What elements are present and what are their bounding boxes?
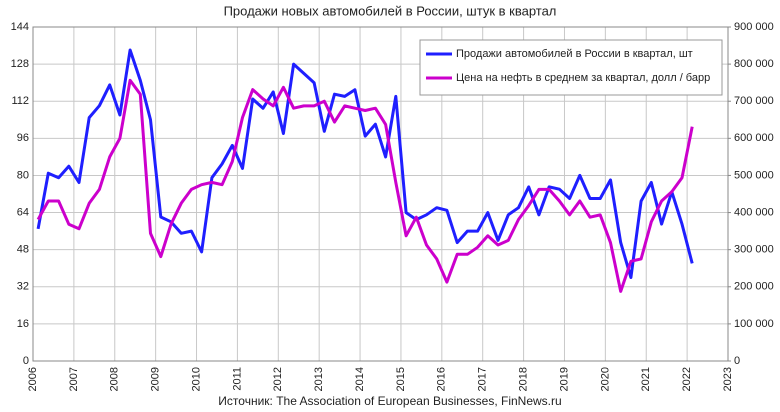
legend-label: Продажи автомобилей в России в квартал, … <box>456 48 693 60</box>
x-tick-label: 2006 <box>27 367 39 391</box>
chart-title: Продажи новых автомобилей в России, штук… <box>224 3 557 18</box>
y-tick-label: 80 <box>17 169 29 181</box>
x-tick-label: 2018 <box>517 367 529 391</box>
legend-box <box>419 39 723 96</box>
source: Источник: The Association of European Bu… <box>218 394 561 408</box>
y-tick-label: 112 <box>11 95 29 107</box>
x-tick-label: 2007 <box>68 367 80 391</box>
y2-tick-label: 700 000 <box>734 95 774 107</box>
y2-tick-label: 900 000 <box>734 21 774 33</box>
x-tick-label: 2020 <box>599 367 611 391</box>
y2-tick-label: 500 000 <box>734 169 774 181</box>
x-tick-label: 2019 <box>558 367 570 391</box>
y-tick-label: 128 <box>11 58 29 70</box>
y-tick-label: 96 <box>17 132 29 144</box>
series-line <box>36 78 694 293</box>
y2-tick-label: 0 <box>734 355 740 367</box>
y2-tick-label: 800 000 <box>734 58 774 70</box>
y2-tick-label: 100 000 <box>734 318 774 330</box>
y-tick-label: 16 <box>17 318 29 330</box>
x-tick-label: 2021 <box>640 367 652 391</box>
plot-frame <box>32 26 729 362</box>
legend: Продажи автомобилей в России в квартал, … <box>419 39 723 96</box>
legend-label: Цена на нефть в среднем за квартал, долл… <box>456 72 710 84</box>
y-tick-label: 32 <box>17 281 29 293</box>
y-tick-label: 0 <box>23 355 29 367</box>
x-tick-label: 2016 <box>436 367 448 391</box>
y2-tick-label: 400 000 <box>734 206 774 218</box>
x-tick-label: 2011 <box>231 367 243 391</box>
x-tick-label: 2008 <box>109 367 121 391</box>
x-tick-label: 2023 <box>722 367 734 391</box>
series-line <box>36 48 694 279</box>
y2-tick-label: 300 000 <box>734 244 774 256</box>
x-tick-label: 2009 <box>150 367 162 391</box>
x-tick-label: 2010 <box>190 367 202 391</box>
y2-tick-label: 600 000 <box>734 132 774 144</box>
x-tick-label: 2013 <box>313 367 325 391</box>
x-tick-label: 2014 <box>354 367 366 391</box>
y-tick-label: 64 <box>17 206 29 218</box>
y-tick-label: 48 <box>17 244 29 256</box>
x-tick-label: 2022 <box>681 367 693 391</box>
y-tick-label: 144 <box>11 21 29 33</box>
x-tick-label: 2012 <box>272 367 284 391</box>
x-tick-label: 2015 <box>395 367 407 391</box>
x-tick-label: 2017 <box>477 367 489 391</box>
y2-tick-label: 200 000 <box>734 281 774 293</box>
